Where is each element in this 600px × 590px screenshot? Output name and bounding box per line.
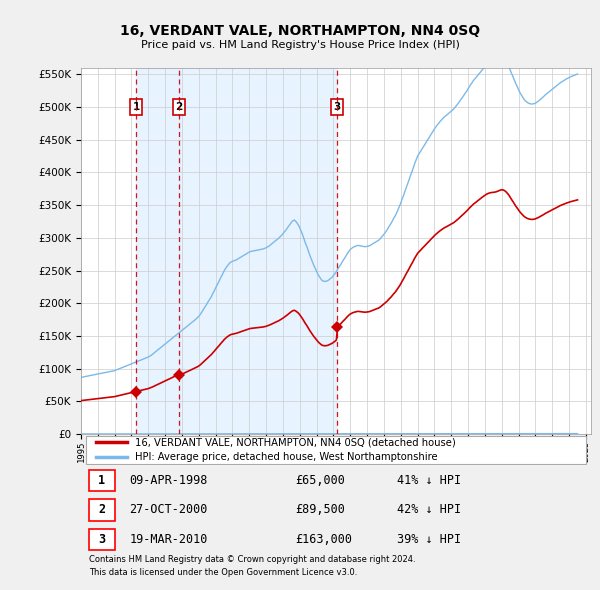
Bar bbox=[136, 68, 179, 434]
Text: 39% ↓ HPI: 39% ↓ HPI bbox=[397, 533, 461, 546]
Bar bbox=[179, 68, 337, 434]
Text: £65,000: £65,000 bbox=[295, 474, 345, 487]
FancyBboxPatch shape bbox=[86, 435, 586, 464]
Text: 16, VERDANT VALE, NORTHAMPTON, NN4 0SQ: 16, VERDANT VALE, NORTHAMPTON, NN4 0SQ bbox=[120, 24, 480, 38]
Text: Price paid vs. HM Land Registry's House Price Index (HPI): Price paid vs. HM Land Registry's House … bbox=[140, 40, 460, 50]
Text: 3: 3 bbox=[98, 533, 106, 546]
Text: 41% ↓ HPI: 41% ↓ HPI bbox=[397, 474, 461, 487]
Text: 1: 1 bbox=[98, 474, 106, 487]
Text: 1: 1 bbox=[133, 102, 140, 112]
Text: 16, VERDANT VALE, NORTHAMPTON, NN4 0SQ (detached house): 16, VERDANT VALE, NORTHAMPTON, NN4 0SQ (… bbox=[134, 438, 455, 447]
FancyBboxPatch shape bbox=[89, 499, 115, 520]
Text: 09-APR-1998: 09-APR-1998 bbox=[130, 474, 208, 487]
Text: 3: 3 bbox=[334, 102, 341, 112]
Text: £163,000: £163,000 bbox=[295, 533, 352, 546]
Text: 27-OCT-2000: 27-OCT-2000 bbox=[130, 503, 208, 516]
Text: 2: 2 bbox=[98, 503, 106, 516]
Text: 19-MAR-2010: 19-MAR-2010 bbox=[130, 533, 208, 546]
Text: 2: 2 bbox=[175, 102, 182, 112]
FancyBboxPatch shape bbox=[89, 470, 115, 491]
FancyBboxPatch shape bbox=[89, 529, 115, 550]
Text: Contains HM Land Registry data © Crown copyright and database right 2024.
This d: Contains HM Land Registry data © Crown c… bbox=[89, 555, 415, 577]
Text: HPI: Average price, detached house, West Northamptonshire: HPI: Average price, detached house, West… bbox=[134, 452, 437, 462]
Text: 42% ↓ HPI: 42% ↓ HPI bbox=[397, 503, 461, 516]
Text: £89,500: £89,500 bbox=[295, 503, 345, 516]
